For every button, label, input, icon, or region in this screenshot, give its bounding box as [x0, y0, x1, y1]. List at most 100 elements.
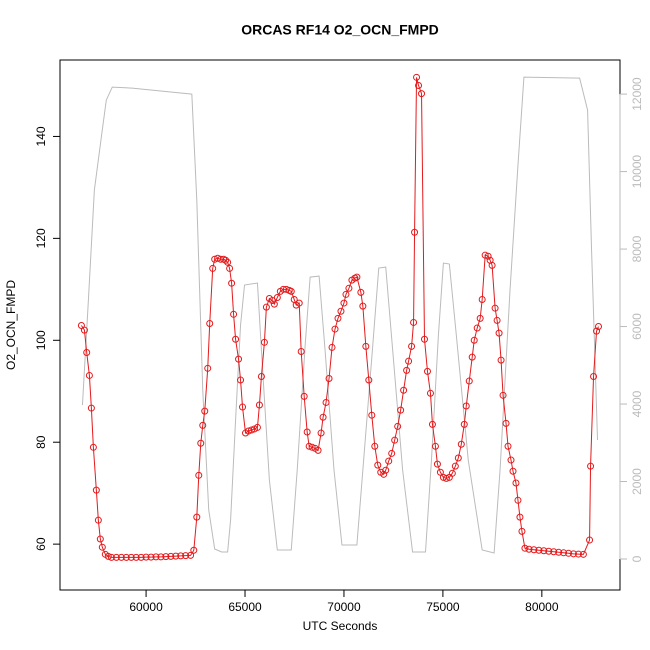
data-point — [89, 443, 97, 451]
data-point — [550, 548, 558, 556]
y2-tick-label: 0 — [630, 555, 644, 562]
data-point — [574, 550, 582, 558]
data-point — [197, 439, 205, 447]
data-point — [230, 310, 238, 318]
data-point — [555, 548, 563, 556]
data-point — [177, 552, 185, 560]
data-point — [365, 376, 373, 384]
data-point — [371, 442, 379, 450]
data-point — [442, 474, 450, 482]
data-point — [122, 553, 130, 561]
data-point — [83, 349, 91, 357]
data-point — [255, 401, 263, 409]
data-point — [305, 442, 313, 450]
data-point — [418, 90, 426, 98]
data-point — [314, 446, 322, 454]
y-axis-label: O2_OCN_FMPD — [4, 280, 18, 370]
data-point — [509, 467, 517, 475]
data-point — [187, 551, 195, 559]
data-point — [448, 469, 456, 477]
data-point — [190, 546, 198, 554]
data-point — [317, 429, 325, 437]
data-point — [362, 342, 370, 350]
y2-tick-label: 6000 — [630, 313, 644, 340]
data-point — [222, 256, 230, 264]
data-point — [481, 251, 489, 259]
data-point — [368, 411, 376, 419]
data-point — [411, 228, 419, 236]
data-point — [80, 326, 88, 334]
data-point — [586, 536, 594, 544]
data-point — [319, 413, 327, 421]
data-point — [262, 303, 270, 311]
data-point — [525, 545, 533, 553]
series-line — [81, 76, 599, 554]
data-point — [590, 372, 598, 380]
data-point — [593, 327, 601, 335]
data-point — [334, 314, 342, 322]
y-tick-label: 120 — [34, 228, 48, 248]
data-point — [436, 468, 444, 476]
data-point — [468, 353, 476, 361]
data-point — [226, 264, 234, 272]
data-point — [247, 426, 255, 434]
data-point — [331, 325, 339, 333]
y2-tick-label: 4000 — [630, 390, 644, 417]
data-point — [388, 449, 396, 457]
data-point — [394, 422, 402, 430]
data-point — [470, 336, 478, 344]
data-point — [431, 442, 439, 450]
chart-title: ORCAS RF14 O2_OCN_FMPD — [241, 22, 439, 38]
data-point — [235, 355, 243, 363]
data-point — [172, 552, 180, 560]
x-tick-label: 75000 — [426, 600, 460, 614]
data-point — [260, 338, 268, 346]
data-point — [473, 324, 481, 332]
y-tick-label: 80 — [34, 435, 48, 449]
data-point — [521, 544, 529, 552]
data-point — [502, 419, 510, 427]
x-axis-label: UTC Seconds — [303, 619, 378, 633]
data-point — [514, 496, 522, 504]
data-point — [400, 386, 408, 394]
data-point — [415, 81, 423, 89]
data-point — [199, 421, 207, 429]
data-point — [507, 456, 515, 464]
data-point — [85, 371, 93, 379]
data-point — [217, 255, 225, 263]
data-point — [245, 427, 253, 435]
data-point — [206, 319, 214, 327]
data-point — [268, 297, 276, 305]
y-tick-label: 140 — [34, 126, 48, 146]
data-point — [287, 287, 295, 295]
data-point — [209, 264, 217, 272]
data-point — [270, 300, 278, 308]
data-point — [426, 389, 434, 397]
data-point — [127, 553, 135, 561]
x-tick-label: 65000 — [228, 600, 262, 614]
data-point — [518, 527, 526, 535]
data-point — [193, 513, 201, 521]
data-point — [340, 299, 348, 307]
y2-tick-label: 10000 — [630, 155, 644, 189]
data-point — [491, 304, 499, 312]
data-point — [540, 547, 548, 555]
data-point — [328, 343, 336, 351]
data-point — [579, 550, 587, 558]
data-point — [195, 471, 203, 479]
data-point — [157, 553, 165, 561]
x-tick-label: 80000 — [525, 600, 559, 614]
data-point — [337, 307, 345, 315]
data-point — [408, 342, 416, 350]
data-point — [232, 335, 240, 343]
data-point — [493, 316, 501, 324]
data-point — [488, 261, 496, 269]
data-point — [560, 549, 568, 557]
data-point — [374, 461, 382, 469]
data-point — [495, 329, 503, 337]
data-point — [224, 258, 232, 266]
data-point — [147, 553, 155, 561]
data-point — [137, 553, 145, 561]
data-point — [237, 376, 245, 384]
data-point — [413, 73, 421, 81]
